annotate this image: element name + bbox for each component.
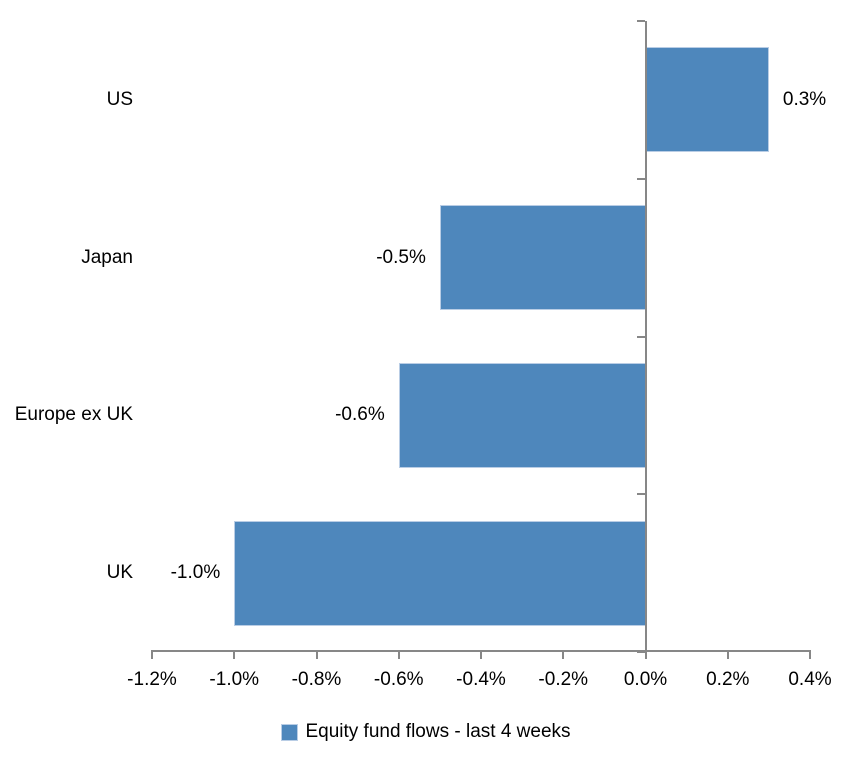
category-tick — [636, 335, 645, 338]
x-tick — [562, 650, 565, 659]
data-label: -1.0% — [170, 562, 221, 584]
x-tick — [726, 650, 729, 659]
category-tick — [636, 177, 645, 180]
x-tick-label: -0.4% — [456, 669, 506, 690]
legend: Equity fund flows - last 4 weeks — [0, 719, 852, 745]
data-label: -0.6% — [335, 404, 385, 426]
data-label: 0.3% — [782, 88, 827, 110]
x-tick-label: -1.0% — [209, 669, 260, 690]
category-label: Japan — [81, 246, 133, 268]
x-tick-label: -1.2% — [127, 669, 177, 690]
bar-uk — [234, 520, 646, 626]
category-axis-line — [644, 21, 647, 652]
x-tick — [644, 650, 647, 659]
legend-label: Equity fund flows - last 4 weeks — [305, 721, 571, 742]
category-label: UK — [106, 562, 133, 584]
x-tick — [233, 650, 236, 659]
x-tick — [809, 650, 811, 659]
x-tick-label: -0.6% — [373, 669, 424, 690]
x-tick-label: 0.4% — [788, 669, 832, 690]
category-label: US — [106, 88, 133, 110]
category-tick — [636, 651, 645, 653]
x-tick-label: -0.2% — [538, 669, 589, 690]
bar-japan — [439, 205, 646, 311]
data-label: -0.5% — [376, 246, 426, 268]
x-tick — [397, 650, 400, 659]
x-tick — [480, 650, 482, 659]
value-axis-line — [152, 650, 810, 652]
bar-europe-ex-uk — [398, 362, 646, 468]
bar-us — [645, 47, 769, 153]
legend-marker-icon — [281, 723, 299, 741]
category-tick — [636, 20, 645, 22]
x-tick-label: 0.0% — [623, 669, 668, 690]
x-tick-label: -0.8% — [291, 669, 342, 690]
x-tick — [315, 650, 318, 659]
x-tick-label: 0.2% — [706, 669, 750, 690]
category-tick — [636, 493, 645, 496]
x-tick — [151, 650, 153, 659]
category-label: Europe ex UK — [14, 404, 133, 426]
